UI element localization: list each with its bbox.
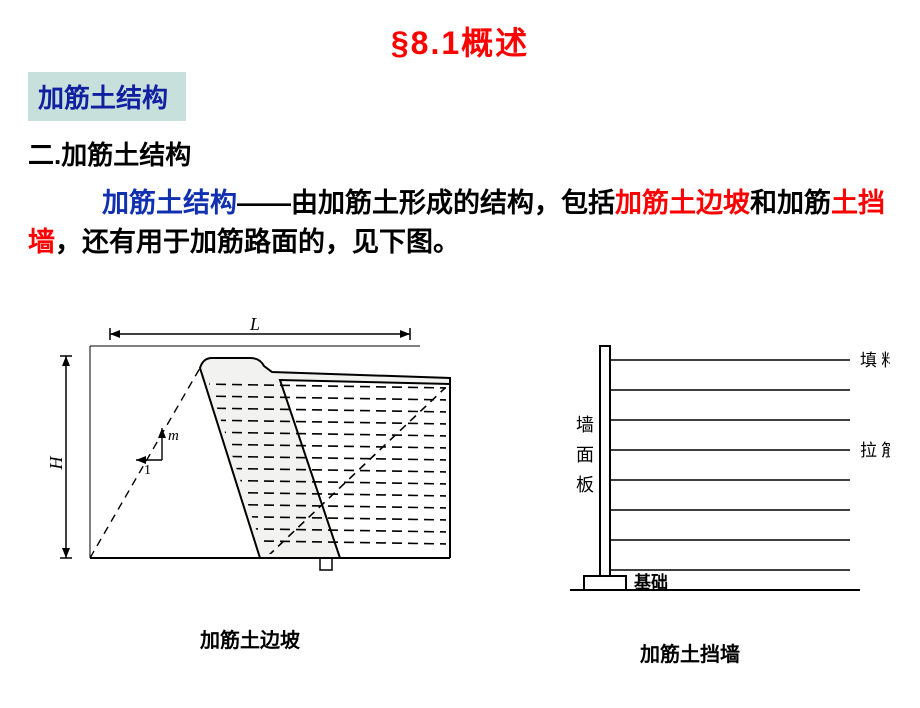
text1: 由加筋土形成的结构，包括 [291,188,615,218]
rebar-label: 拉 筋 [860,441,890,460]
foundation-label: 基础 [633,572,668,592]
term-red1: 加筋土边坡 [615,188,750,218]
one-label: 1 [144,463,151,478]
m-label: m [168,428,179,444]
slope-ratio: m 1 [136,428,179,478]
fill-label: 填 料 [860,351,890,370]
H-label: H [50,456,66,471]
wall-panel-label-3: 板 [576,475,594,495]
wall-panel-label-2: 面 [576,445,594,465]
caption-right: 加筋土挡墙 [590,638,790,667]
diagram-slope: L H [50,318,470,638]
body-paragraph: 加筋土结构——由加筋土形成的结构，包括加筋土边坡和加筋土挡墙，还有用于加筋路面的… [28,184,900,262]
L-label: L [249,318,260,334]
caption-left: 加筋土边坡 [150,624,350,653]
section-heading: 二.加筋土结构 [28,135,920,172]
diagram-wall: 墙 面 板 填 料 拉 筋 基础 [540,326,890,646]
text3: ，还有用于加筋路面的，见下图。 [55,227,460,257]
subtitle-box: 加筋土结构 [28,72,186,121]
dash: —— [237,188,291,218]
term-blue: 加筋土结构 [102,188,237,218]
page-title: §8.1概述 [0,18,920,64]
text2: 和加筋 [750,188,831,218]
wall-panel-label-1: 墙 [576,415,594,435]
